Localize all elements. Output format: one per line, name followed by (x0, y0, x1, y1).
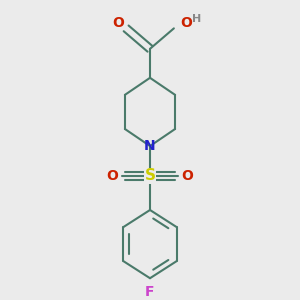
Text: F: F (145, 285, 155, 299)
Text: O: O (181, 16, 193, 30)
Text: O: O (106, 169, 119, 183)
Text: O: O (182, 169, 194, 183)
Text: H: H (192, 14, 201, 24)
Text: N: N (144, 139, 156, 153)
Text: O: O (112, 16, 124, 30)
Text: S: S (145, 168, 155, 183)
